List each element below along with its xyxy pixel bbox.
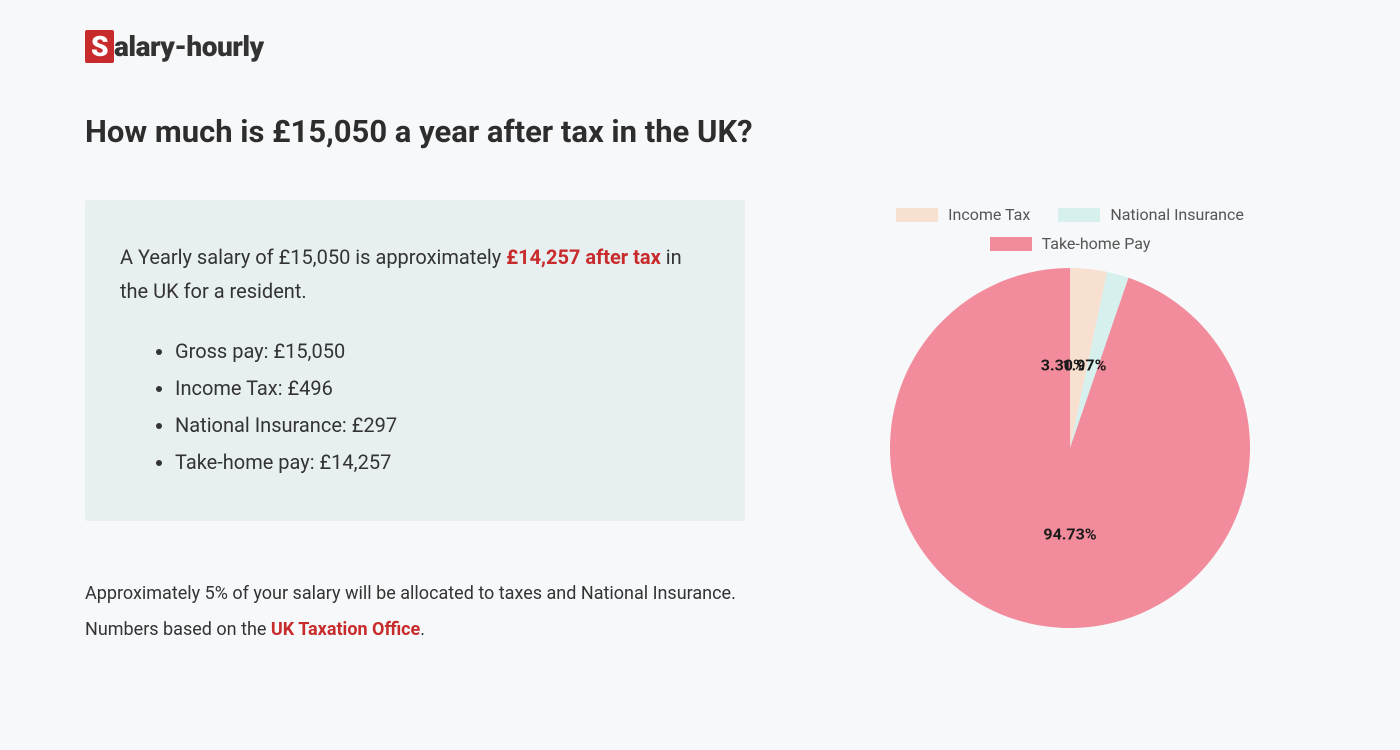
legend-swatch xyxy=(1058,208,1100,222)
logo-s-box: S xyxy=(85,30,114,63)
legend-label: Income Tax xyxy=(948,205,1030,224)
legend-swatch xyxy=(896,208,938,222)
legend-label: Take-home Pay xyxy=(1042,234,1151,253)
list-item: Gross pay: £15,050 xyxy=(175,333,710,370)
uk-tax-office-link[interactable]: UK Taxation Office xyxy=(271,619,420,640)
pie-data-label: 1.97% xyxy=(1062,356,1106,375)
legend-item: National Insurance xyxy=(1058,205,1244,224)
logo-rest: alary-hourly xyxy=(114,30,264,63)
logo: Salary-hourly xyxy=(85,30,1315,63)
pie-slice xyxy=(890,268,1250,628)
page-title: How much is £15,050 a year after tax in … xyxy=(85,113,1315,150)
pie-data-label: 94.73% xyxy=(1043,525,1096,544)
summary-list: Gross pay: £15,050 Income Tax: £496 Nati… xyxy=(120,333,710,481)
footnote-line2-post: . xyxy=(420,619,425,640)
summary-box: A Yearly salary of £15,050 is approximat… xyxy=(85,200,745,521)
content-row: A Yearly salary of £15,050 is approximat… xyxy=(85,200,1315,648)
legend-item: Take-home Pay xyxy=(990,234,1151,253)
legend-item: Income Tax xyxy=(896,205,1030,224)
right-column: Income Tax National Insurance Take-home … xyxy=(825,200,1315,648)
pie-svg xyxy=(890,268,1250,628)
summary-pre: A Yearly salary of £15,050 is approximat… xyxy=(120,245,506,269)
chart-legend: Income Tax National Insurance Take-home … xyxy=(870,205,1270,253)
list-item: Income Tax: £496 xyxy=(175,370,710,407)
pie-chart: 3.30% 1.97% 94.73% xyxy=(890,268,1250,628)
footnote-line1: Approximately 5% of your salary will be … xyxy=(85,583,736,604)
footnote: Approximately 5% of your salary will be … xyxy=(85,576,745,648)
legend-swatch xyxy=(990,237,1032,251)
left-column: A Yearly salary of £15,050 is approximat… xyxy=(85,200,745,648)
list-item: National Insurance: £297 xyxy=(175,407,710,444)
summary-text: A Yearly salary of £15,050 is approximat… xyxy=(120,240,710,308)
list-item: Take-home pay: £14,257 xyxy=(175,444,710,481)
footnote-line2-pre: Numbers based on the xyxy=(85,619,271,640)
legend-label: National Insurance xyxy=(1110,205,1244,224)
summary-highlight: £14,257 after tax xyxy=(506,245,661,269)
